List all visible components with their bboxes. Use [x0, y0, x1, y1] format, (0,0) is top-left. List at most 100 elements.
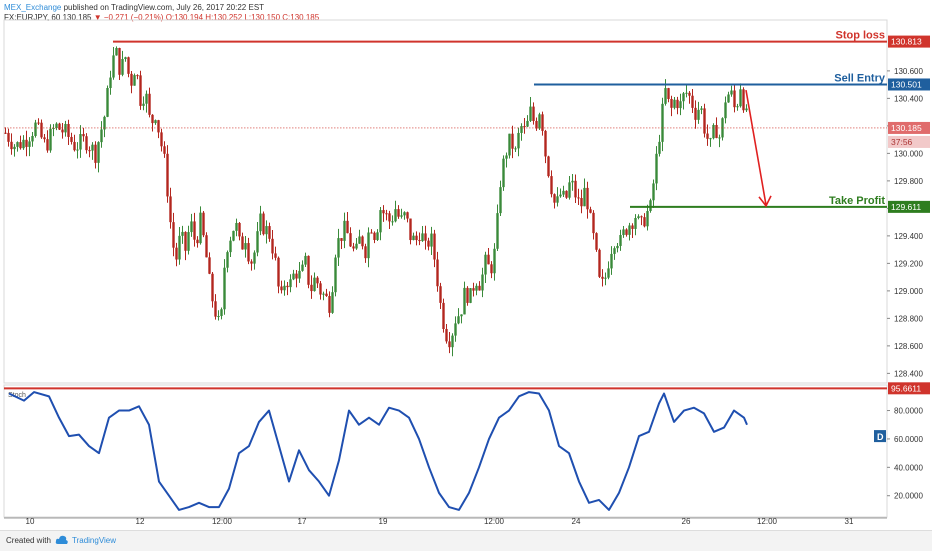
candle-body [376, 232, 379, 240]
stoch-pane-frame [3, 384, 888, 518]
candle-body [493, 248, 496, 274]
y-tick-label: 129.400 [894, 232, 923, 241]
candle-body [139, 75, 142, 106]
candle-body [238, 222, 241, 237]
candle-body [691, 95, 694, 108]
candle-body [28, 141, 31, 147]
take-profit-annotation: Take Profit [829, 195, 885, 207]
candle-body [532, 106, 535, 121]
x-tick-label: 10 [26, 517, 35, 526]
candle-body [454, 323, 457, 336]
author-link[interactable]: MEX_Exchange [4, 3, 62, 12]
price-chart[interactable]: 130.600130.400130.200130.000129.800129.6… [0, 0, 932, 530]
candle-body [226, 252, 229, 268]
candle-body [280, 286, 283, 291]
candle-body [436, 259, 439, 287]
candle-body [235, 222, 238, 231]
candle-body [508, 133, 511, 156]
candle-body [127, 57, 130, 74]
candle-body [463, 287, 466, 315]
candle-body [25, 139, 28, 147]
candle-body [148, 93, 151, 115]
candle-body [124, 57, 127, 60]
stoch-level-label-bg [888, 382, 930, 395]
candle-body [640, 216, 643, 218]
candle-body [739, 89, 742, 107]
candle-body [91, 144, 94, 151]
candle-body [334, 257, 337, 293]
stoch-series-line [8, 391, 748, 511]
candle-body [88, 150, 91, 152]
candle-body [31, 135, 34, 142]
candle-body [94, 144, 97, 163]
candle-body [457, 316, 460, 324]
candle-body [442, 302, 445, 329]
candle-body [133, 75, 136, 86]
candle-body [523, 126, 526, 128]
candle-body [682, 93, 685, 102]
candle-body [316, 277, 319, 284]
stoch-tick-label: 20.0000 [894, 492, 923, 501]
stoch-tick-label: 40.0000 [894, 463, 923, 472]
candle-body [601, 276, 604, 279]
y-tick-label: 128.800 [894, 314, 923, 323]
candle-body [478, 285, 481, 291]
candle-body [61, 129, 64, 133]
candle-body [223, 267, 226, 310]
countdown-label-bg [888, 135, 930, 148]
x-tick-label: 12:00 [484, 517, 505, 526]
candle-body [616, 245, 619, 249]
candle-body [676, 99, 679, 109]
projection-arrow-head-icon [758, 195, 772, 208]
candle-body [481, 274, 484, 291]
candle-body [451, 335, 454, 348]
candle-body [526, 120, 529, 127]
candle-body [709, 138, 712, 140]
candle-body [58, 123, 61, 130]
candle-body [268, 226, 271, 239]
stoch-marker-bg[interactable] [874, 430, 886, 443]
candle-body [706, 133, 709, 139]
candle-body [727, 94, 730, 103]
candle-body [415, 235, 418, 241]
candle-body [346, 220, 349, 234]
candle-body [70, 136, 73, 142]
candle-body [634, 218, 637, 229]
tradingview-brand[interactable]: TradingView [72, 536, 117, 545]
price-change: ▼ −0.271 (−0.21%) [93, 13, 164, 22]
candle-body [664, 88, 667, 104]
created-with-label: Created with [6, 536, 51, 545]
candle-body [517, 132, 520, 149]
candle-body [277, 257, 280, 287]
candle-body [55, 123, 58, 129]
candle-body [52, 128, 55, 130]
candle-body [607, 268, 610, 278]
candle-body [658, 141, 661, 154]
candle-body [583, 187, 586, 207]
stoch-tick-label: 80.0000 [894, 407, 923, 416]
tp-price-label: 129.611 [891, 202, 921, 212]
candle-body [544, 130, 547, 157]
candle-body [646, 210, 649, 227]
candle-body [355, 243, 358, 249]
candle-body [190, 221, 193, 233]
candle-body [742, 89, 745, 111]
candle-body [520, 126, 523, 133]
candle-body [382, 210, 385, 214]
candle-body [439, 286, 442, 303]
x-tick-label: 12 [136, 517, 145, 526]
candle-body [151, 114, 154, 124]
candle-body [43, 137, 46, 140]
candle-body [685, 92, 688, 94]
candle-body [130, 73, 133, 86]
candle-body [733, 90, 736, 108]
candle-body [73, 141, 76, 151]
candle-body [409, 218, 412, 241]
ohlc-values: O:130.194 H:130.252 L:130.150 C:130.185 [165, 13, 320, 22]
candle-body [160, 132, 163, 147]
sell-entry-annotation: Sell Entry [834, 72, 886, 84]
candle-body [199, 212, 202, 244]
candle-body [700, 108, 703, 110]
candle-body [553, 194, 556, 203]
candle-body [718, 137, 721, 139]
